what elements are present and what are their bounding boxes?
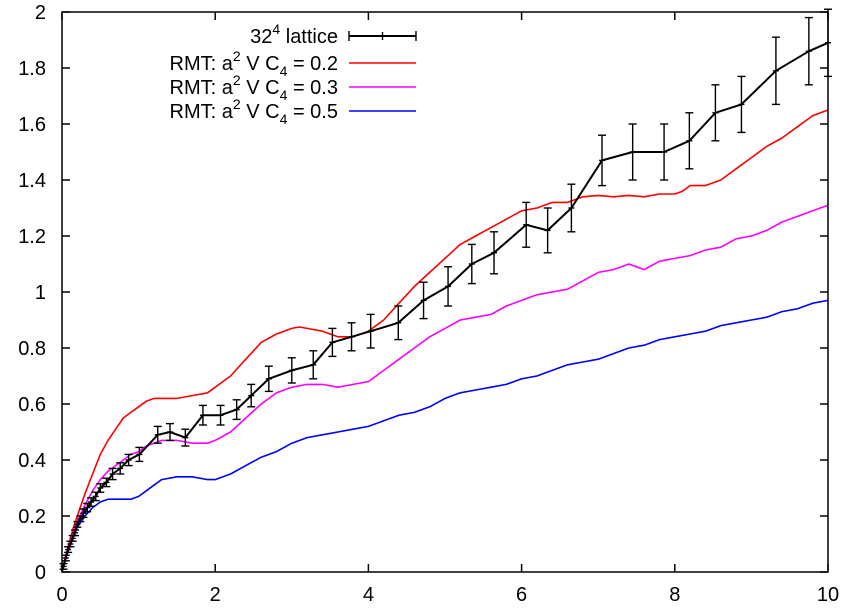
y-tick-label: 0.8	[18, 338, 46, 360]
legend-label: RMT: a2 V C4 = 0.2	[170, 48, 338, 79]
series-0	[59, 8, 832, 570]
legend-entry-1: RMT: a2 V C4 = 0.2	[170, 48, 416, 79]
x-tick-label: 0	[56, 584, 67, 606]
y-tick-label: 2	[35, 2, 46, 24]
y-tick-label: 0.2	[18, 506, 46, 528]
legend-entry-0: 324 lattice	[250, 21, 417, 48]
axes-layer: 0 2 4 6 8 10 0 0.2 0.4 0.6 0.8 1 1.2 1.4 1.6 1.8 2	[18, 2, 839, 606]
series-layer	[59, 8, 832, 573]
legend-label: RMT: a2 V C4 = 0.3	[170, 72, 338, 103]
y-tick-label: 1.6	[18, 114, 46, 136]
series-line-1	[61, 109, 829, 573]
legend-entry-3: RMT: a2 V C4 = 0.5	[170, 96, 416, 127]
legend-label: 324 lattice	[250, 21, 338, 48]
x-tick-label: 4	[363, 584, 374, 606]
x-tick-label: 2	[210, 584, 221, 606]
y-tick-label: 1.4	[18, 170, 46, 192]
series-line-3	[61, 299, 829, 573]
x-tick-label: 6	[516, 584, 527, 606]
legend-entry-2: RMT: a2 V C4 = 0.3	[170, 72, 416, 103]
y-tick-label: 1	[35, 282, 46, 304]
x-tick-label: 10	[817, 584, 839, 606]
y-tick-label: 0.4	[18, 450, 46, 472]
series-line-2	[61, 204, 829, 573]
series-1	[61, 109, 829, 573]
x-tick-label: 8	[669, 584, 680, 606]
legend-label: RMT: a2 V C4 = 0.5	[170, 96, 338, 127]
y-tick-label: 1.8	[18, 58, 46, 80]
y-tick-label: 0.6	[18, 394, 46, 416]
series-3	[61, 299, 829, 573]
series-2	[61, 204, 829, 573]
y-tick-label: 1.2	[18, 226, 46, 248]
y-tick-label: 0	[35, 562, 46, 584]
